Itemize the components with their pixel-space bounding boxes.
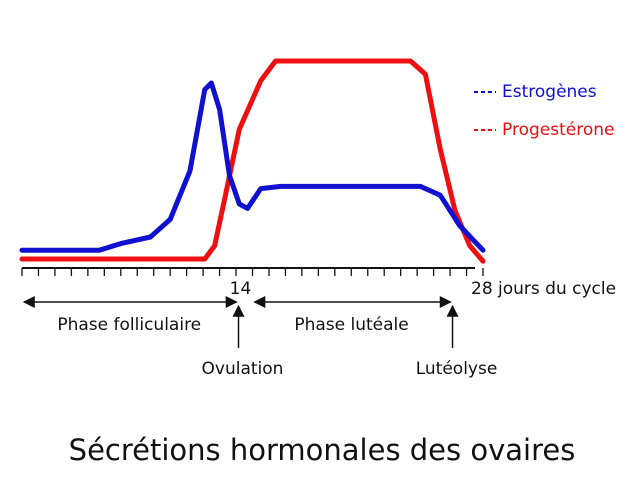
marker-label: Ovulation [202, 359, 284, 379]
phase-label: Phase lutéale [294, 315, 408, 335]
phase-label: Phase folliculaire [57, 315, 201, 335]
line-series [19, 58, 486, 264]
legend-label: Progestérone [502, 120, 614, 140]
line-series [19, 80, 486, 253]
legend-label: Estrogènes [502, 82, 597, 102]
x-tick-label: 14 [230, 279, 252, 299]
x-tick-label: 28 jours du cycle [471, 279, 616, 299]
chart-title: Sécrétions hormonales des ovaires [69, 433, 576, 467]
marker-label: Lutéolyse [416, 359, 498, 379]
